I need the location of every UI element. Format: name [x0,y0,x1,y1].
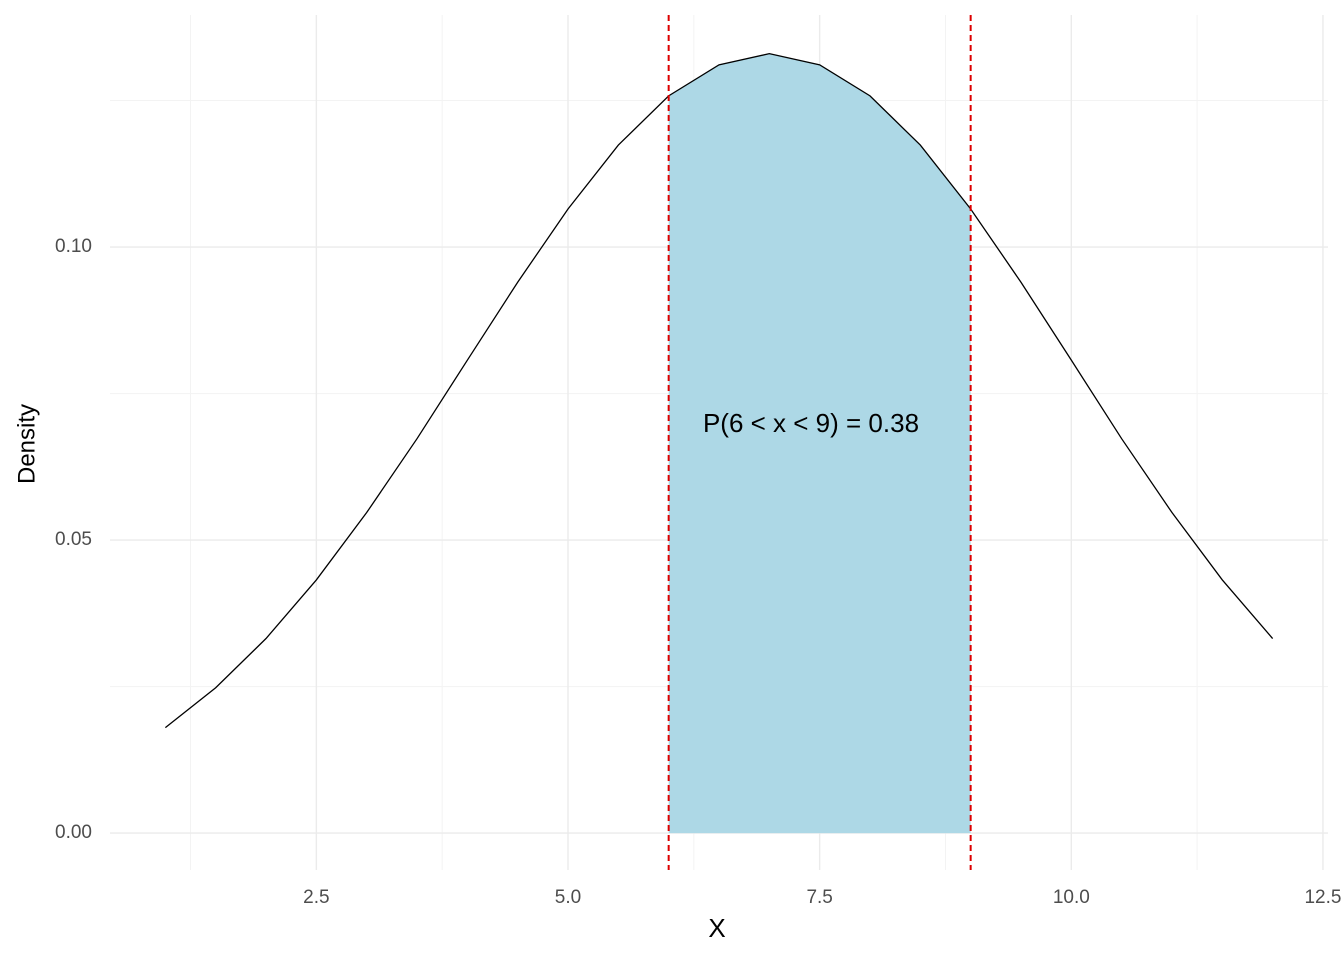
density-curve [164,53,1274,729]
y-axis-label: Density [13,404,40,484]
y-tick-label: 0.05 [55,529,92,550]
shaded-area [668,53,971,834]
y-tick-label: 0.00 [55,822,92,843]
annotation: P(6 < x < 9) = 0.38 [703,408,919,438]
x-tick-label: 10.0 [1053,887,1090,908]
x-axis-label: X [708,913,725,943]
x-tick-label: 7.5 [806,887,832,908]
x-tick-label: 2.5 [303,887,329,908]
x-tick-label: 5.0 [555,887,581,908]
y-tick-label: 0.10 [55,236,92,257]
x-tick-label: 12.5 [1304,887,1341,908]
